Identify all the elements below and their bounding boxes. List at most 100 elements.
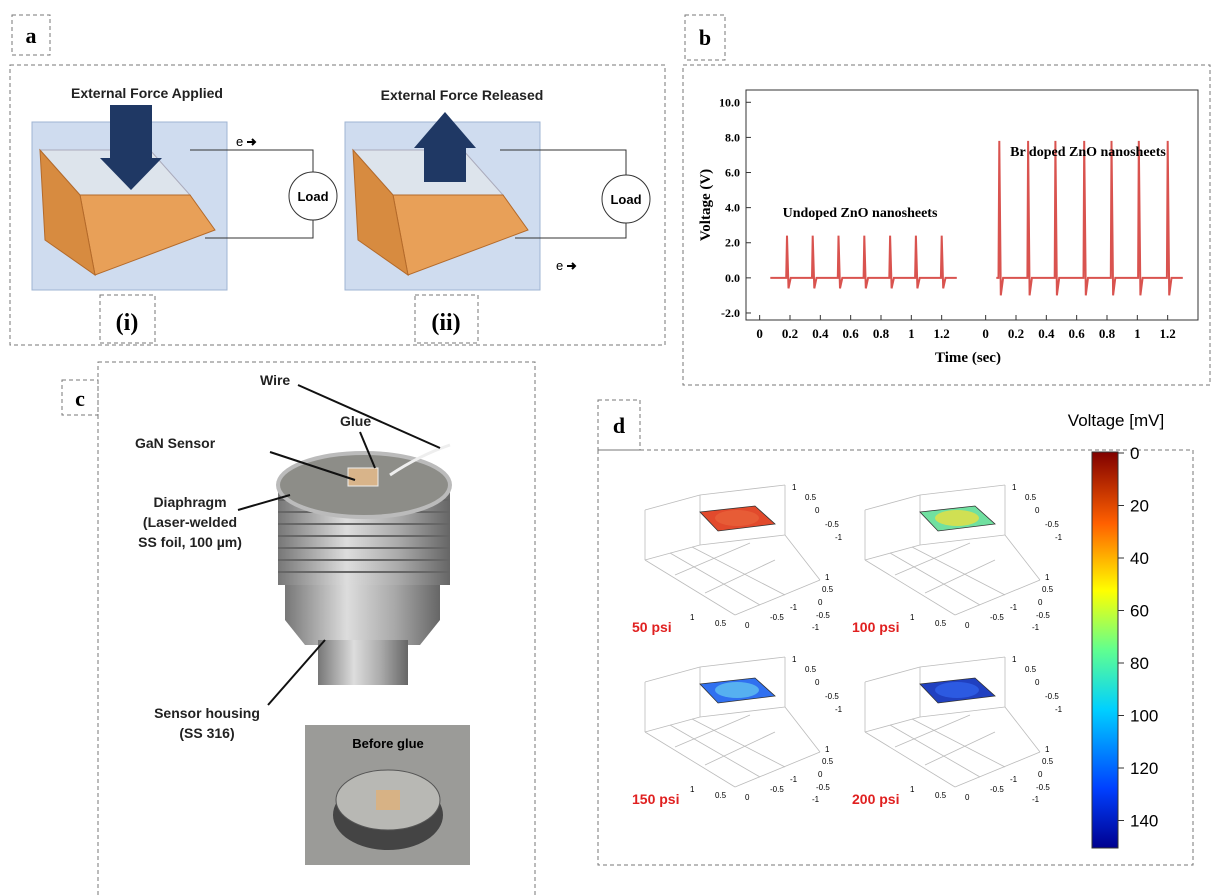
axis-tick-label: -0.5 [825,520,839,529]
plot-grid [785,535,820,580]
plot-grid [865,545,920,560]
x-tick-label: 0.6 [843,326,860,341]
callout: Wire [260,372,290,388]
callout: Diaphragm [153,494,226,510]
plot-grid [912,719,1005,767]
surface-center [935,682,979,698]
axis-tick-label: -0.5 [825,692,839,701]
plot-grid [890,553,980,605]
axis-tick-label: 0 [815,678,820,687]
axis-tick-label: 1 [1012,483,1017,492]
y-tick-label: 8.0 [725,130,740,144]
plot-grid [895,715,970,747]
axis-tick-label: 0.5 [1042,757,1054,766]
axis-tick-label: -0.5 [770,785,784,794]
axis-tick-label: 1 [792,655,797,664]
surface-center [715,682,759,698]
axis-tick-label: -0.5 [1045,692,1059,701]
plot-grid [645,545,700,560]
axis-tick-label: 0 [965,621,970,630]
axis-tick-label: 0 [818,598,823,607]
figure: a External Force Applied Load e External… [0,0,1213,895]
inset-caption: Before glue [352,736,424,751]
y-axis-label: Voltage (V) [698,169,714,241]
load-label: Load [297,189,328,204]
plot-grid [912,547,1005,595]
x-tick-label: 0 [982,326,989,341]
surface-center [935,510,979,526]
plot-grid [675,715,750,747]
diagram-i [32,105,337,290]
callout: GaN Sensor [135,435,216,451]
axis-tick-label: 1 [690,613,695,622]
x-tick-label: 0.2 [782,326,798,341]
axis-tick-label: 0.5 [805,665,817,674]
axis-tick-label: -1 [835,705,843,714]
axis-tick-label: 1 [1045,573,1050,582]
panel-label: b [699,25,711,50]
axis-tick-label: 0 [815,506,820,515]
callout: (Laser-welded [143,514,237,530]
axis-tick-label: -1 [1032,623,1040,632]
axis-tick-label: 1 [792,483,797,492]
x-tick-label: 0.4 [812,326,829,341]
plot-grid [925,732,995,765]
plot-grid [675,543,750,575]
plot-grid [700,485,785,495]
axis-tick-label: -0.5 [816,611,830,620]
axis-tick-label: -0.5 [816,783,830,792]
panel-label: d [613,413,625,438]
plot-grid [692,547,785,595]
axis-tick-label: 0.5 [935,619,947,628]
x-tick-label: 0.4 [1038,326,1055,341]
axis-tick-label: -1 [835,533,843,542]
axis-tick-label: 1 [910,785,915,794]
pressure-label: 50 psi [632,619,672,635]
data-line [770,236,957,289]
x-tick-label: 1 [908,326,915,341]
x-axis-label: Time (sec) [935,350,1001,366]
callout: Sensor housing [154,705,260,721]
series-label: Undoped ZnO nanosheets [783,206,938,221]
plot-grid [705,560,775,593]
axis-tick-label: 1 [910,613,915,622]
electron-label: e [236,134,243,149]
plot-grid [865,495,920,510]
series-label: Br doped ZnO nanosheets [1010,145,1166,160]
x-tick-label: 0.6 [1069,326,1086,341]
plot-grid [700,707,785,717]
sub-label: (i) [116,310,139,336]
caption: External Force Applied [71,85,223,101]
axis-tick-label: 0 [818,770,823,779]
colorbar-tick-label: 60 [1130,602,1149,621]
axis-tick-label: 1 [690,785,695,794]
axis-tick-label: -1 [1055,533,1063,542]
y-tick-label: -2.0 [721,306,740,320]
x-tick-label: 1.2 [1160,326,1176,341]
y-tick-label: 0.0 [725,271,740,285]
plot-grid [920,707,1005,717]
plot-grid [895,543,970,575]
axis-tick-label: -0.5 [770,613,784,622]
plot-grid [645,495,700,510]
surface-plot: 10.50-0.5-110.50-0.5-1-1-0.500.5150 psi [632,483,843,635]
axis-tick-label: 0.5 [715,619,727,628]
callout: SS foil, 100 µm) [138,534,242,550]
plot-grid [645,667,700,682]
surface-plot: 10.50-0.5-110.50-0.5-1-1-0.500.51150 psi [632,655,843,807]
axis-tick-label: 0.5 [1042,585,1054,594]
electron-label: e [556,258,563,273]
plot-grid [865,667,920,682]
plot-grid [920,657,1005,667]
axis-tick-label: -1 [1010,775,1018,784]
plot-grid [692,719,785,767]
panel-d: d Voltage [mV] 02040608010012014010.50-0… [598,400,1193,865]
axis-tick-label: 1 [1012,655,1017,664]
axis-tick-label: 0.5 [935,791,947,800]
plot-grid [920,485,1005,495]
axis-tick-label: 0.5 [1025,493,1037,502]
data-line [996,141,1183,296]
axis-tick-label: -1 [812,795,820,804]
